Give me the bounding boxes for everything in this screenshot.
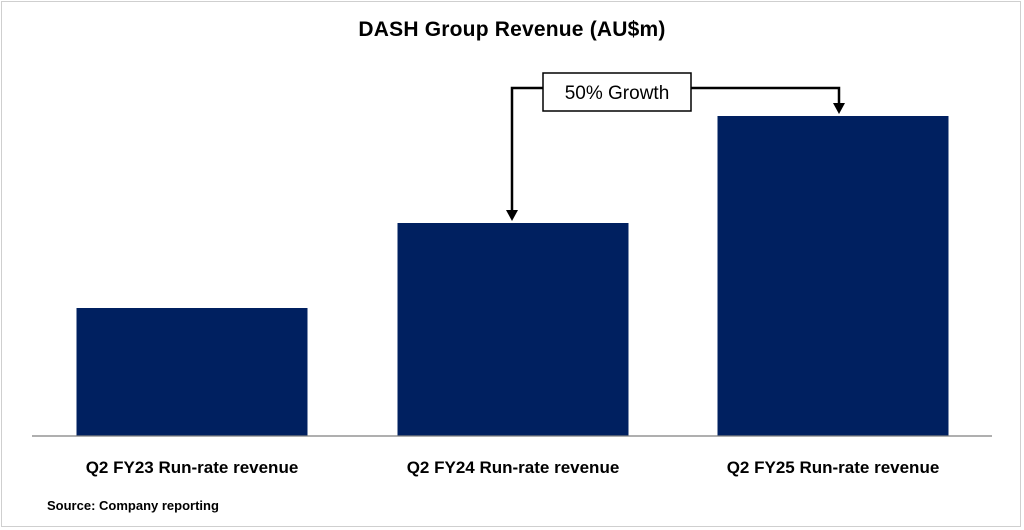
arrow-head-right [833, 103, 845, 114]
category-label-1: Q2 FY23 Run-rate revenue [86, 458, 299, 477]
growth-annotation: 50% Growth [506, 72, 845, 221]
category-labels: Q2 FY23 Run-rate revenue Q2 FY24 Run-rate… [86, 458, 940, 477]
growth-label: 50% Growth [565, 83, 670, 104]
growth-label-box [542, 72, 692, 112]
bar-3 [717, 116, 949, 436]
chart-title: DASH Group Revenue (AU$m) [358, 18, 666, 41]
source-note: Source: Company reporting [47, 498, 219, 513]
bar-1 [76, 308, 308, 436]
category-label-2: Q2 FY24 Run-rate revenue [407, 458, 620, 477]
bar-2 [397, 223, 629, 436]
arrow-head-left [506, 210, 518, 221]
category-label-3: Q2 FY25 Run-rate revenue [727, 458, 940, 477]
bars-layer [76, 116, 949, 436]
